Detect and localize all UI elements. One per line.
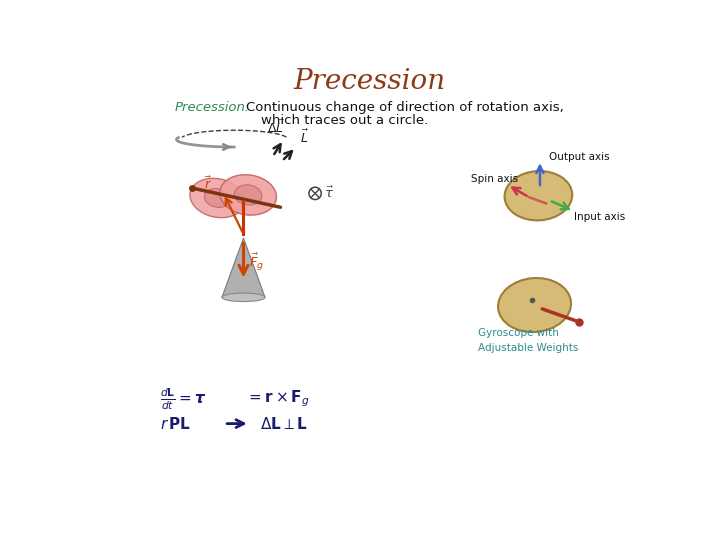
Text: $\vec{F}_g$: $\vec{F}_g$	[249, 251, 264, 273]
Text: Gyroscope with
Adjustable Weights: Gyroscope with Adjustable Weights	[478, 328, 579, 353]
Text: Input axis: Input axis	[574, 212, 625, 222]
Text: which traces out a circle.: which traces out a circle.	[261, 114, 428, 127]
Text: $\vec{\tau}$: $\vec{\tau}$	[323, 186, 333, 201]
Text: Precession: Precession	[293, 68, 445, 95]
Text: $\Delta\mathbf{L} \perp \mathbf{L}$: $\Delta\mathbf{L} \perp \mathbf{L}$	[260, 416, 307, 431]
Text: $\vec{L}$: $\vec{L}$	[300, 129, 309, 146]
Ellipse shape	[234, 185, 262, 205]
Text: $= \mathbf{r} \times \mathbf{F}_g$: $= \mathbf{r} \times \mathbf{F}_g$	[246, 389, 310, 409]
Text: Precession:: Precession:	[175, 102, 251, 114]
Ellipse shape	[204, 188, 230, 207]
Text: $\vec{r}$: $\vec{r}$	[204, 176, 212, 192]
Ellipse shape	[222, 293, 265, 301]
Text: Continuous change of direction of rotation axis,: Continuous change of direction of rotati…	[246, 102, 564, 114]
Ellipse shape	[498, 278, 571, 332]
Polygon shape	[222, 238, 265, 298]
Text: $\frac{d\mathbf{L}}{dt} = \boldsymbol{\tau}$: $\frac{d\mathbf{L}}{dt} = \boldsymbol{\t…	[160, 386, 206, 412]
Text: $r\,\mathbf{PL}$: $r\,\mathbf{PL}$	[160, 416, 191, 431]
Circle shape	[309, 187, 321, 200]
Ellipse shape	[190, 178, 245, 218]
Text: Spin axis: Spin axis	[471, 174, 518, 184]
Text: Output axis: Output axis	[549, 152, 610, 162]
Ellipse shape	[220, 175, 276, 215]
Text: $\Delta\vec{L}$: $\Delta\vec{L}$	[267, 119, 284, 137]
Ellipse shape	[505, 171, 572, 220]
